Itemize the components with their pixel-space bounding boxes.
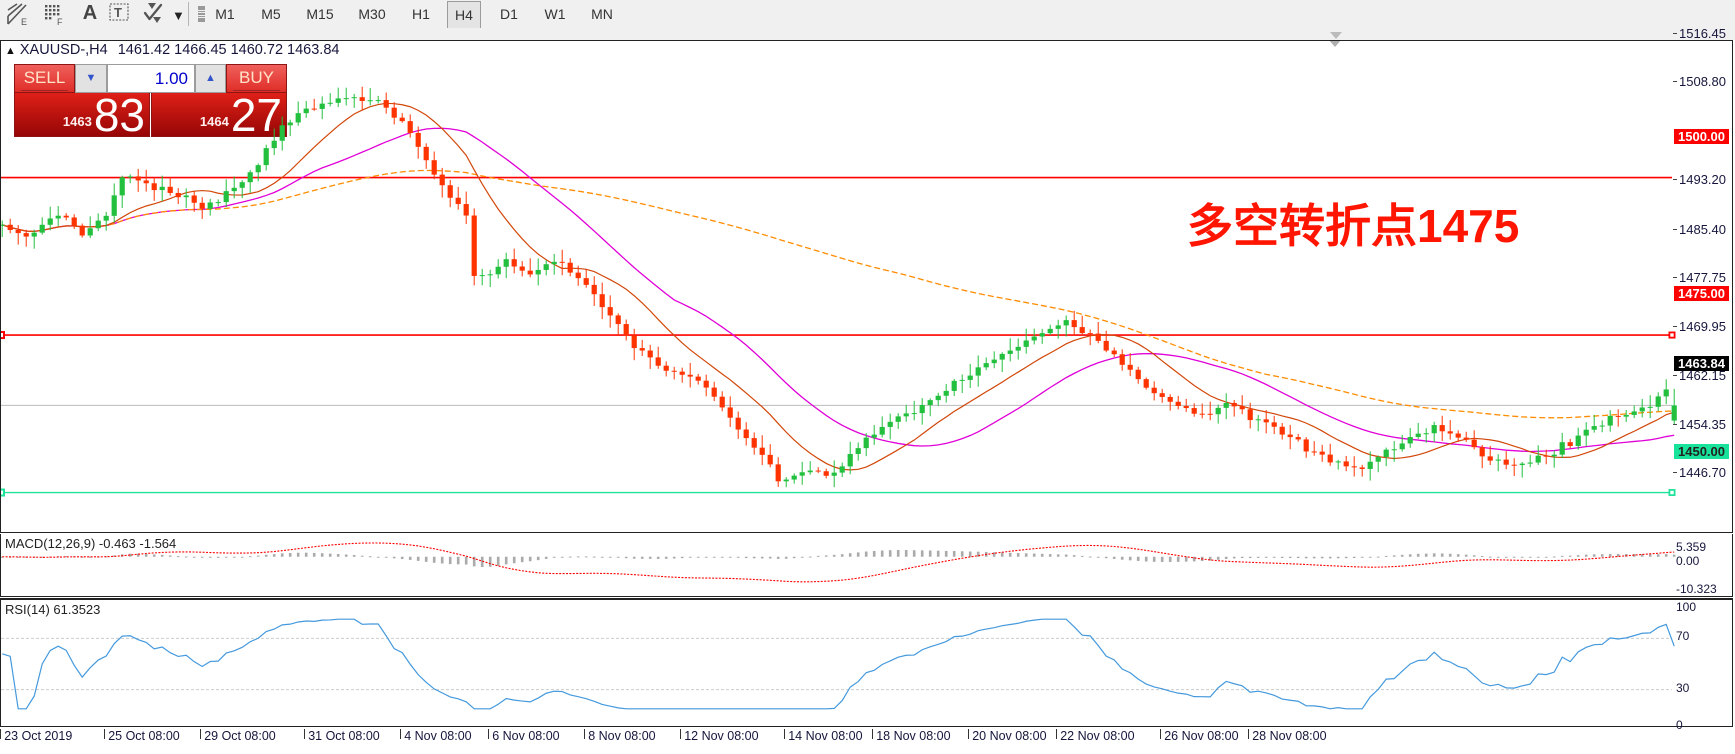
svg-text:T: T bbox=[114, 5, 122, 20]
svg-text:F: F bbox=[57, 17, 63, 26]
svg-text:E: E bbox=[21, 17, 27, 26]
